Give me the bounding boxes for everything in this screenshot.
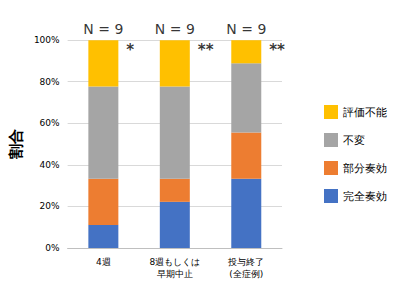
svg-text:完全奏効: 完全奏効: [343, 190, 387, 203]
svg-text:*: *: [126, 41, 134, 59]
svg-text:40%: 40%: [40, 160, 60, 170]
svg-text:**: **: [198, 41, 214, 59]
svg-text:0%: 0%: [45, 243, 60, 253]
svg-text:評価不能: 評価不能: [343, 106, 387, 119]
svg-text:N = 9: N = 9: [226, 21, 266, 37]
svg-text:N = 9: N = 9: [83, 21, 123, 37]
svg-text:N = 9: N = 9: [155, 21, 195, 37]
svg-text:不変: 不変: [343, 134, 365, 147]
svg-text:100%: 100%: [34, 35, 60, 45]
svg-text:8週もしくは: 8週もしくは: [149, 257, 200, 267]
svg-text:**: **: [269, 41, 285, 59]
svg-text:60%: 60%: [40, 118, 60, 128]
svg-text:20%: 20%: [40, 201, 60, 211]
svg-text:部分奏効: 部分奏効: [343, 162, 387, 175]
svg-text:(全症例): (全症例): [229, 269, 263, 279]
svg-text:4週: 4週: [96, 257, 111, 267]
svg-text:80%: 80%: [40, 77, 60, 87]
svg-text:投与終了: 投与終了: [227, 257, 264, 267]
svg-text:早期中止: 早期中止: [157, 269, 193, 279]
svg-text:割合: 割合: [7, 129, 25, 160]
